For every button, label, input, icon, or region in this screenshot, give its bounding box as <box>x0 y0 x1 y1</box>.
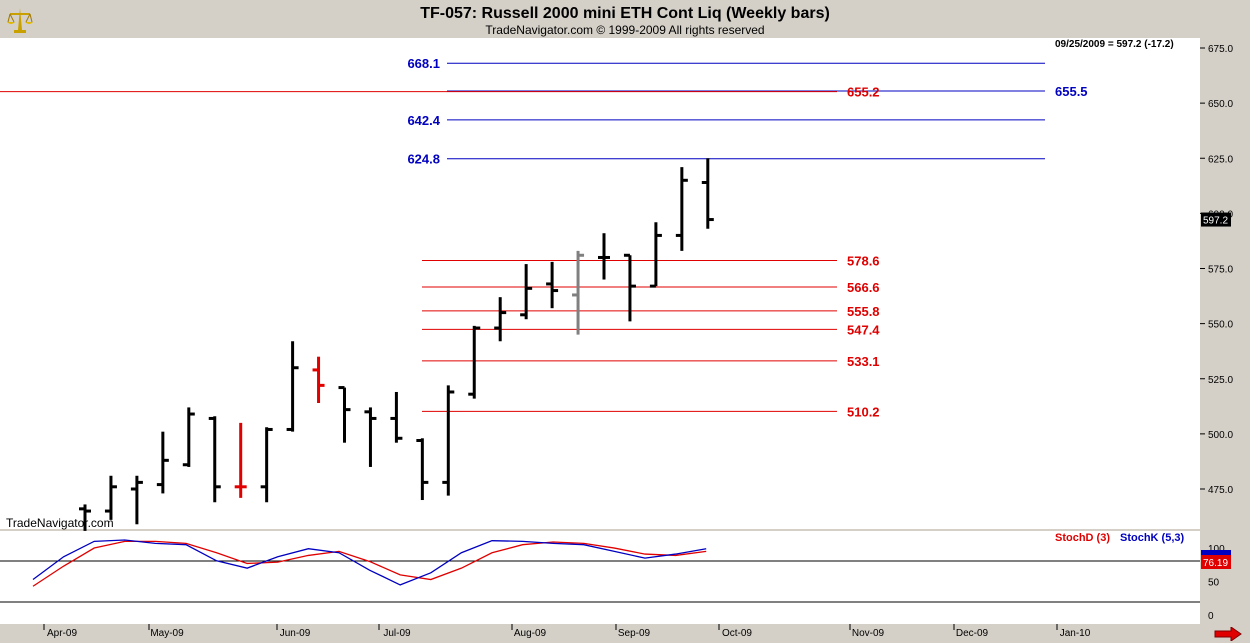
stoch-k-legend: StochK (5,3) <box>1120 532 1185 544</box>
chart-title: TF-057: Russell 2000 mini ETH Cont Liq (… <box>420 5 830 22</box>
time-axis-label: Aug-09 <box>514 628 547 639</box>
time-axis-label: Jan-10 <box>1060 628 1091 639</box>
stoch-axis-label: 100 <box>1208 544 1225 555</box>
time-axis-label: Oct-09 <box>722 628 752 639</box>
price-axis <box>1200 38 1250 624</box>
price-axis-label: 575.0 <box>1208 265 1233 276</box>
time-axis-label: Dec-09 <box>956 628 989 639</box>
stoch-k-line <box>32 539 707 586</box>
price-axis-label: 625.0 <box>1208 154 1233 165</box>
chart-subtitle: TradeNavigator.com © 1999-2009 All right… <box>485 23 765 37</box>
quote-box: 09/25/2009 = 597.2 (-17.2) <box>1055 39 1174 50</box>
time-axis-label: Jun-09 <box>280 628 311 639</box>
stoch-value-box <box>1201 555 1231 569</box>
time-axis-label: May-09 <box>150 628 184 639</box>
red-level-label: 547.4 <box>847 322 880 337</box>
blue-level-label: 668.1 <box>407 56 440 71</box>
chart-header: TF-057: Russell 2000 mini ETH Cont Liq (… <box>0 0 1250 38</box>
blue-level-label: 624.8 <box>407 152 440 167</box>
watermark-text: TradeNavigator.com <box>6 516 114 530</box>
red-level-label: 578.6 <box>847 254 880 269</box>
time-axis-label: Nov-09 <box>852 628 885 639</box>
last-price-label: 597.2 <box>1203 216 1228 227</box>
balance-scale-logo-icon <box>7 8 33 33</box>
stoch-value-label: 76.19 <box>1203 558 1228 569</box>
price-axis-label: 500.0 <box>1208 430 1233 441</box>
price-axis-label: 675.0 <box>1208 44 1233 55</box>
stoch-d-legend: StochD (3) <box>1055 532 1110 544</box>
time-axis-label: Sep-09 <box>618 628 651 639</box>
stoch-d-line <box>32 540 707 587</box>
price-axis-label: 525.0 <box>1208 375 1233 386</box>
red-level-label: 510.2 <box>847 404 880 419</box>
stoch-value-box-top <box>1201 550 1231 555</box>
price-axis-label: 475.0 <box>1208 485 1233 496</box>
blue-level-label: 642.4 <box>407 113 440 128</box>
red-level-label: 555.8 <box>847 304 880 319</box>
red-level-label: 533.1 <box>847 354 880 369</box>
scroll-right-arrow-icon[interactable] <box>1214 627 1242 641</box>
last-price-box <box>1201 212 1231 227</box>
blue-level-label: 655.5 <box>1055 84 1088 99</box>
stoch-axis-label: 50 <box>1208 578 1220 589</box>
time-axis-label: Apr-09 <box>47 628 77 639</box>
price-axis-label: 550.0 <box>1208 320 1233 331</box>
red-level-label: 566.6 <box>847 280 880 295</box>
price-axis-label: 650.0 <box>1208 99 1233 110</box>
time-axis-label: Jul-09 <box>383 628 411 639</box>
red-level-label: 655.2 <box>847 85 880 100</box>
stoch-axis-label: 0 <box>1208 611 1214 622</box>
